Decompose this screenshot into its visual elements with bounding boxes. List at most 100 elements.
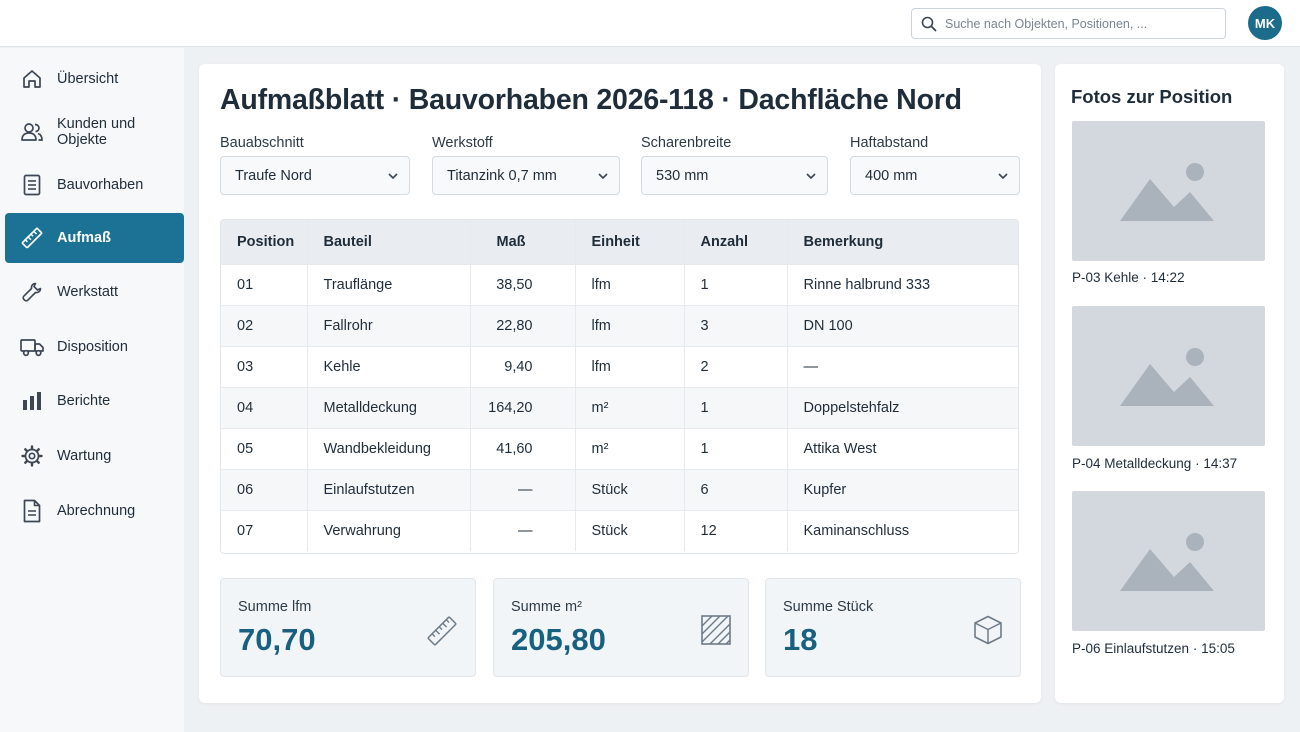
cell-bemerkung: Rinne halbrund 333 <box>786 264 1018 305</box>
sidebar-item-uebersicht[interactable]: Übersicht <box>5 54 184 104</box>
sidebar-item-berichte[interactable]: Berichte <box>5 376 184 426</box>
summary-value: 70,70 <box>238 622 316 657</box>
select-value: 530 mm <box>656 167 709 184</box>
select-value: Titanzink 0,7 mm <box>447 167 557 184</box>
summary-label: Summe m² <box>511 599 582 615</box>
column-header[interactable]: Maß <box>469 220 575 264</box>
photo-caption: P-04 Metalldeckung · 14:37 <box>1072 456 1238 471</box>
cell-position: 01 <box>237 276 254 293</box>
chevron-down-icon <box>598 172 608 179</box>
hatched-square-icon <box>700 614 732 651</box>
table-row[interactable]: 02 Fallrohr 22,80 lfm 3 DN 100 <box>221 305 1018 346</box>
table-row[interactable]: 06 Einlaufstutzen — Stück 6 Kupfer <box>221 469 1018 510</box>
filter-haftabstand: Haftabstand 400 mm <box>850 135 1020 195</box>
table-row[interactable]: 03 Kehle 9,40 lfm 2 — <box>221 346 1018 387</box>
photo-caption: P-06 Einlaufstutzen · 15:05 <box>1072 641 1235 656</box>
cell-mass: 164,20 <box>469 387 575 428</box>
filter-werkstoff: Werkstoff Titanzink 0,7 mm <box>432 135 620 195</box>
cell-position: 04 <box>237 399 254 416</box>
photo-thumbnail[interactable] <box>1072 491 1265 631</box>
photo-thumbnail[interactable] <box>1072 121 1265 261</box>
users-icon <box>20 120 44 144</box>
sidebar-item-label: Berichte <box>57 393 111 409</box>
cell-bemerkung: DN 100 <box>786 305 1018 346</box>
ruler-icon <box>20 226 44 250</box>
scharenbreite-select[interactable]: 530 mm <box>641 156 828 195</box>
cell-anzahl: 6 <box>683 469 787 510</box>
bauabschnitt-select[interactable]: Traufe Nord <box>220 156 410 195</box>
cell-anzahl: 12 <box>683 510 787 551</box>
cell-einheit: m² <box>574 387 684 428</box>
sidebar-item-kunden[interactable]: Kunden und Objekte <box>5 107 184 157</box>
column-header[interactable]: Bauteil <box>306 220 470 264</box>
sidebar-item-label: Bauvorhaben <box>57 177 144 193</box>
column-header[interactable]: Einheit <box>574 220 684 264</box>
filter-label: Werkstoff <box>432 135 493 151</box>
photo-caption: P-03 Kehle · 14:22 <box>1072 270 1185 285</box>
table-row[interactable]: 05 Wandbekleidung 41,60 m² 1 Attika West <box>221 428 1018 469</box>
sidebar-item-wartung[interactable]: Wartung <box>5 431 184 481</box>
user-avatar[interactable]: MK <box>1248 6 1282 40</box>
cell-bemerkung: Doppelstehfalz <box>786 387 1018 428</box>
cell-bauteil: Metalldeckung <box>306 387 470 428</box>
filter-label: Bauabschnitt <box>220 135 304 151</box>
column-header[interactable]: Bemerkung <box>786 220 1018 264</box>
sidebar-item-label: Wartung <box>57 448 112 464</box>
table-row[interactable]: 07 Verwahrung — Stück 12 Kaminanschluss <box>221 510 1018 551</box>
home-icon <box>20 67 44 91</box>
cell-einheit: lfm <box>574 305 684 346</box>
sidebar-item-label: Übersicht <box>57 71 119 87</box>
table-row[interactable]: 04 Metalldeckung 164,20 m² 1 Doppelstehf… <box>221 387 1018 428</box>
sidebar-item-disposition[interactable]: Disposition <box>5 322 184 372</box>
cell-einheit: Stück <box>574 510 684 551</box>
summary-value: 205,80 <box>511 622 606 657</box>
chevron-down-icon <box>998 172 1008 179</box>
sidebar-item-label: Kunden und Objekte <box>57 116 136 148</box>
cell-anzahl: 1 <box>683 264 787 305</box>
bar-chart-icon <box>20 389 44 413</box>
cell-bemerkung: — <box>786 346 1018 387</box>
cell-bemerkung: Attika West <box>786 428 1018 469</box>
cell-bemerkung: Kaminanschluss <box>786 510 1018 551</box>
filter-label: Haftabstand <box>850 135 929 151</box>
sidebar-item-label: Werkstatt <box>57 284 118 300</box>
document-icon <box>20 173 44 197</box>
image-placeholder-icon <box>1120 533 1214 591</box>
image-placeholder-icon <box>1120 163 1214 221</box>
ruler-icon <box>425 614 459 653</box>
summary-card-lfm: Summe lfm 70,70 <box>220 578 476 677</box>
search-box[interactable] <box>911 8 1226 39</box>
summary-label: Summe lfm <box>238 599 312 615</box>
cell-bauteil: Verwahrung <box>306 510 470 551</box>
sidebar-item-aufmass[interactable]: Aufmaß <box>5 213 184 263</box>
cell-einheit: Stück <box>574 469 684 510</box>
cell-bauteil: Wandbekleidung <box>306 428 470 469</box>
measurement-table: Position Bauteil Maß Einheit Anzahl Beme… <box>220 219 1019 554</box>
cell-bauteil: Kehle <box>306 346 470 387</box>
column-header[interactable]: Position <box>237 233 295 250</box>
image-placeholder-icon <box>1120 348 1214 406</box>
filter-bauabschnitt: Bauabschnitt Traufe Nord <box>220 135 410 195</box>
haftabstand-select[interactable]: 400 mm <box>850 156 1020 195</box>
invoice-icon <box>20 499 44 523</box>
gear-icon <box>20 444 44 468</box>
filter-label: Scharenbreite <box>641 135 732 151</box>
cell-mass: — <box>469 469 575 510</box>
cell-mass: 9,40 <box>469 346 575 387</box>
search-input[interactable] <box>945 16 1215 31</box>
cell-einheit: lfm <box>574 264 684 305</box>
sidebar-item-werkstatt[interactable]: Werkstatt <box>5 267 184 317</box>
werkstoff-select[interactable]: Titanzink 0,7 mm <box>432 156 620 195</box>
photo-thumbnail[interactable] <box>1072 306 1265 446</box>
sidebar-item-label: Disposition <box>57 339 128 355</box>
table-header-row: Position Bauteil Maß Einheit Anzahl Beme… <box>221 220 1018 264</box>
column-header[interactable]: Anzahl <box>683 220 787 264</box>
sidebar-item-label: Aufmaß <box>57 230 111 246</box>
table-row[interactable]: 01 Trauflänge 38,50 lfm 1 Rinne halbrund… <box>221 264 1018 305</box>
cell-anzahl: 2 <box>683 346 787 387</box>
sidebar-item-abrechnung[interactable]: Abrechnung <box>5 486 184 536</box>
cell-mass: 38,50 <box>469 264 575 305</box>
sidebar-item-bauvorhaben[interactable]: Bauvorhaben <box>5 160 184 210</box>
cell-anzahl: 1 <box>683 387 787 428</box>
top-bar: MK <box>0 0 1300 47</box>
